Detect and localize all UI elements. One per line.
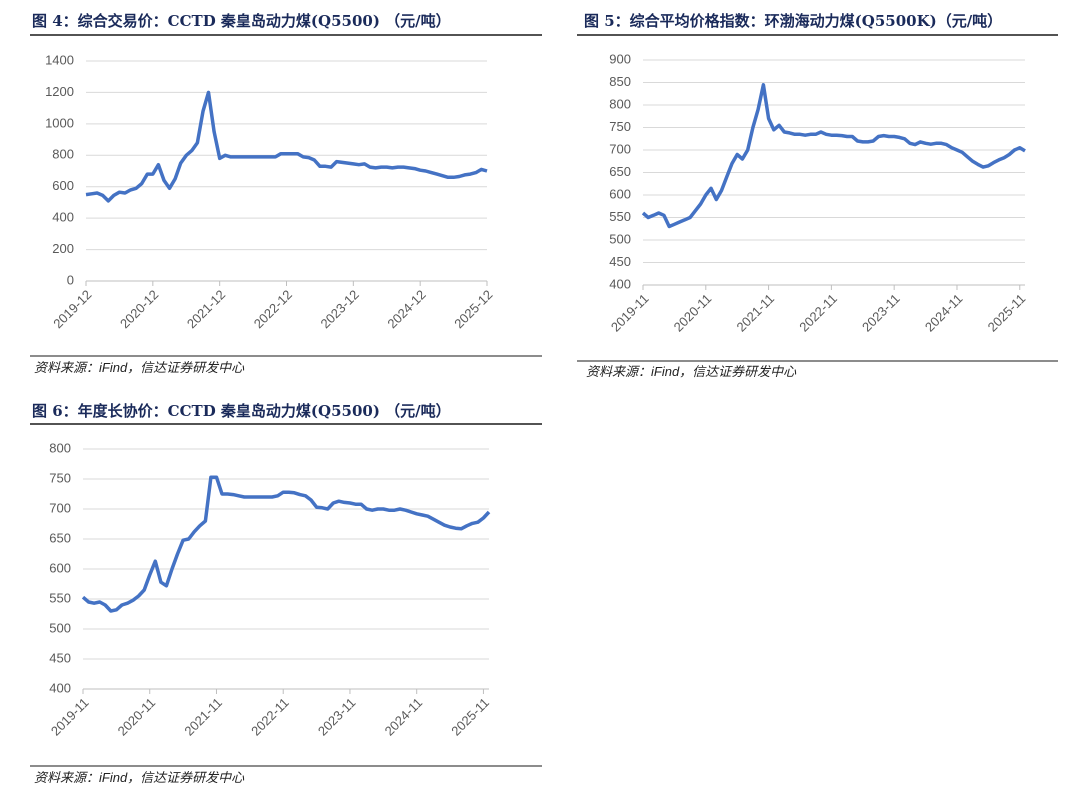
y-tick-label: 700	[609, 141, 631, 156]
x-tick-label: 2022-11	[248, 695, 292, 739]
y-tick-label: 600	[609, 186, 631, 201]
y-tick-label: 200	[52, 241, 74, 256]
y-tick-label: 450	[49, 650, 71, 665]
x-tick-label: 2025-11	[985, 291, 1029, 335]
y-tick-label: 400	[52, 210, 74, 225]
x-tick-label: 2021-12	[184, 287, 228, 331]
y-tick-label: 450	[609, 254, 631, 269]
x-tick-label: 2019-12	[50, 287, 94, 331]
x-tick-label: 2025-12	[451, 287, 495, 331]
y-tick-label: 600	[49, 560, 71, 575]
y-tick-label: 0	[67, 272, 74, 287]
y-tick-label: 700	[49, 500, 71, 515]
y-tick-label: 1400	[45, 52, 74, 67]
chart-title: 图 6：年度长协价：CCTD 秦皇岛动力煤(Q5500) （元/吨）	[32, 402, 451, 420]
series-line	[81, 475, 491, 613]
y-tick-label: 650	[49, 530, 71, 545]
y-tick-label: 750	[49, 470, 71, 485]
y-tick-label: 1000	[45, 115, 74, 130]
x-tick-label: 2022-11	[796, 291, 840, 335]
y-tick-label: 800	[49, 440, 71, 455]
x-tick-label: 2020-12	[117, 287, 161, 331]
chart: 图 6：年度长协价：CCTD 秦皇岛动力煤(Q5500) （元/吨） 400 450…	[30, 402, 542, 785]
y-tick-label: 800	[609, 96, 631, 111]
y-tick-label: 1200	[45, 84, 74, 99]
chart-title: 图 4：综合交易价：CCTD 秦皇岛动力煤(Q5500) （元/吨）	[32, 12, 451, 30]
x-tick-label: 2020-11	[115, 695, 159, 739]
y-tick-label: 800	[52, 147, 74, 162]
x-tick-label: 2024-11	[922, 291, 966, 335]
x-tick-label: 2023-11	[859, 291, 903, 335]
y-tick-label: 400	[609, 276, 631, 291]
x-tick-label: 2021-11	[181, 695, 225, 739]
y-tick-label: 500	[49, 620, 71, 635]
series-line	[641, 83, 1026, 229]
y-tick-label: 900	[609, 51, 631, 66]
source-note: 资料来源：iFind，信达证券研发中心	[34, 770, 245, 785]
chart: 图 4：综合交易价：CCTD 秦皇岛动力煤(Q5500) （元/吨） 0 200 40…	[30, 12, 542, 375]
y-tick-label: 400	[49, 680, 71, 695]
x-tick-label: 2022-12	[251, 287, 295, 331]
x-tick-label: 2023-11	[315, 695, 359, 739]
y-tick-label: 650	[609, 164, 631, 179]
x-tick-label: 2025-11	[448, 695, 492, 739]
y-tick-label: 600	[52, 178, 74, 193]
source-note: 资料来源：iFind，信达证券研发中心	[586, 364, 797, 379]
chart-title: 图 5：综合平均价格指数：环渤海动力煤(Q5500K)（元/吨）	[584, 12, 1002, 30]
y-tick-label: 500	[609, 231, 631, 246]
y-tick-label: 550	[49, 590, 71, 605]
x-tick-label: 2021-11	[733, 291, 777, 335]
x-tick-label: 2020-11	[671, 291, 715, 335]
y-tick-label: 750	[609, 119, 631, 134]
x-tick-label: 2023-12	[318, 287, 362, 331]
series-line	[85, 90, 488, 203]
x-tick-label: 2019-11	[608, 291, 652, 335]
x-tick-label: 2024-11	[382, 695, 426, 739]
y-tick-label: 850	[609, 74, 631, 89]
x-tick-label: 2024-12	[384, 287, 428, 331]
x-tick-label: 2019-11	[48, 695, 92, 739]
y-tick-label: 550	[609, 209, 631, 224]
chart: 图 5：综合平均价格指数：环渤海动力煤(Q5500K)（元/吨） 400 450 50…	[577, 12, 1058, 379]
source-note: 资料来源：iFind，信达证券研发中心	[34, 360, 245, 375]
